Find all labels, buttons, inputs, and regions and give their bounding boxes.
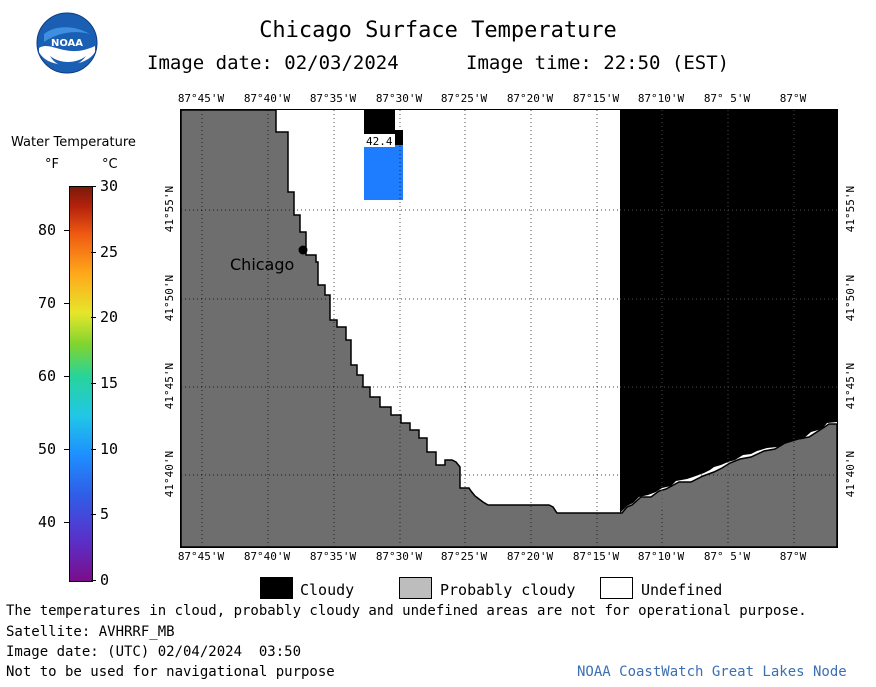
colorbar-c-tick: 25 (100, 242, 119, 261)
lon-tick-bottom: 87°15'W (572, 550, 620, 563)
colorbar-f-tick: 80 (38, 220, 57, 239)
lon-tick-bottom: 87°W (779, 550, 807, 563)
colorbar-c-tick: 10 (100, 439, 119, 458)
lon-tick-bottom: 87°10'W (637, 550, 685, 563)
lat-tick-right: 41°50'N (844, 274, 857, 322)
noaa-logo: NOAA (36, 12, 98, 74)
nav-warning: Not to be used for navigational purpose (6, 664, 335, 680)
colorbar-c-tick: 0 (100, 571, 110, 589)
colorbar-c-tick-mark (91, 383, 96, 384)
colorbar-c-tick-mark (91, 448, 96, 450)
chicago-marker (298, 245, 308, 255)
legend-cloudy-swatch (260, 577, 293, 599)
colorbar-f-tick-mark (64, 302, 69, 304)
legend-probably-cloudy-swatch (399, 577, 432, 599)
colorbar-c-tick-mark (91, 580, 96, 581)
colorbar-c-tick-mark (91, 186, 96, 187)
colorbar-f-tick: 40 (38, 512, 57, 531)
colorbar-c-tick: 30 (100, 177, 119, 195)
lat-tick-right: 41°45'N (844, 362, 857, 410)
lon-tick-top: 87°15'W (572, 92, 620, 105)
legend-undefined-swatch (600, 577, 633, 599)
colorbar-c-tick: 20 (100, 308, 119, 327)
cloudy-region (620, 110, 837, 513)
colorbar-f-tick: 60 (38, 366, 57, 385)
water-temp-patch (364, 145, 403, 200)
credit-link[interactable]: NOAA CoastWatch Great Lakes Node (577, 664, 847, 680)
colorbar-c-tick-mark (91, 251, 96, 253)
lat-tick-left: 41°45'N (163, 362, 176, 410)
colorbar-f-tick-mark (64, 229, 69, 231)
page-title: Chicago Surface Temperature (259, 18, 617, 43)
lat-tick-right: 41°55'N (844, 185, 857, 233)
lon-tick-bottom: 87°40'W (243, 550, 291, 563)
lon-tick-top: 87°30'W (375, 92, 423, 105)
colorbar-c-tick-mark (91, 514, 96, 516)
legend-cloudy-label: Cloudy (300, 581, 355, 599)
lon-tick-top: 87°10'W (637, 92, 685, 105)
lon-tick-top: 87°W (779, 92, 807, 105)
colorbar-unit-c: °C (102, 157, 118, 172)
disclaimer: The temperatures in cloud, probably clou… (6, 603, 807, 619)
colorbar-c-tick: 15 (100, 374, 119, 392)
land-area (181, 110, 837, 547)
lon-tick-bottom: 87°30'W (375, 550, 423, 563)
colorbar-title: Water Temperature (11, 135, 136, 150)
lon-tick-top: 87°40'W (243, 92, 291, 105)
colorbar-unit-f: °F (45, 157, 59, 172)
utc-date: Image date: (UTC) 02/04/2024 03:50 (6, 644, 302, 660)
lon-tick-top: 87°45'W (177, 92, 225, 105)
map-svg: 42.4 Chicago (181, 110, 837, 547)
lon-tick-top: 87° 5'W (703, 92, 751, 105)
lon-tick-top: 87°25'W (440, 92, 488, 105)
colorbar-gradient (69, 186, 93, 582)
map-frame: 42.4 Chicago (180, 109, 838, 548)
lat-tick-left: 41°50'N (163, 274, 176, 322)
colorbar-c-tick-mark (91, 317, 96, 319)
colorbar-f-tick-mark (64, 521, 69, 523)
lon-tick-bottom: 87°25'W (440, 550, 488, 563)
lon-tick-bottom: 87°45'W (177, 550, 225, 563)
lon-tick-top: 87°20'W (506, 92, 554, 105)
image-time: Image time: 22:50 (EST) (466, 52, 730, 74)
lon-tick-bottom: 87° 5'W (703, 550, 751, 563)
colorbar-f-tick: 70 (38, 293, 57, 312)
lon-tick-bottom: 87°35'W (309, 550, 357, 563)
colorbar-c-tick: 5 (100, 505, 110, 524)
buoy-value: 42.4 (366, 135, 393, 148)
colorbar-f-tick-mark (64, 448, 69, 450)
city-label: Chicago (230, 255, 294, 274)
colorbar-f-tick: 50 (38, 439, 57, 458)
noaa-logo-text: NOAA (51, 38, 83, 49)
lat-tick-right: 41°40'N (844, 450, 857, 498)
lat-tick-left: 41°55'N (163, 185, 176, 233)
lat-tick-left: 41°40'N (163, 450, 176, 498)
image-date: Image date: 02/03/2024 (147, 52, 399, 74)
lon-tick-bottom: 87°20'W (506, 550, 554, 563)
colorbar-f-tick-mark (64, 375, 69, 377)
legend-undefined-label: Undefined (641, 581, 723, 599)
lon-tick-top: 87°35'W (309, 92, 357, 105)
legend-probably-cloudy-label: Probably cloudy (440, 581, 576, 599)
satellite: Satellite: AVHRRF_MB (6, 624, 175, 640)
